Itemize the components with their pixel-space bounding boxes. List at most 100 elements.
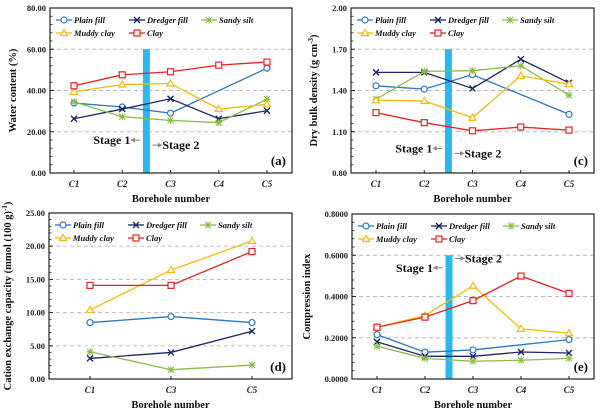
data-point xyxy=(517,356,525,364)
y-axis-label-superscript: -1 xyxy=(1,205,9,211)
data-point xyxy=(420,85,428,93)
stage2-label: Stage 2 xyxy=(464,146,501,160)
data-point xyxy=(517,123,525,131)
legend-marker xyxy=(60,16,68,24)
series-plain-fill xyxy=(373,331,573,356)
legend-marker xyxy=(506,16,514,24)
legend-label: Dredger fill xyxy=(448,221,490,231)
data-point xyxy=(565,349,573,357)
data-point xyxy=(248,327,256,335)
series-plain-fill xyxy=(372,71,573,118)
y-tick-label: 2.00 xyxy=(332,3,347,13)
legend-marker xyxy=(133,16,141,24)
data-point xyxy=(86,318,94,327)
data-point xyxy=(372,68,380,76)
arrow-left-icon xyxy=(432,265,443,271)
data-point xyxy=(263,58,271,66)
data-point xyxy=(421,354,429,362)
data-point xyxy=(373,342,381,350)
data-point xyxy=(118,113,126,121)
arrow-right-icon xyxy=(455,256,466,261)
y-axis-label-tail: ) xyxy=(309,34,320,38)
y-tick-label: 20.00 xyxy=(27,127,46,137)
legend-item: Muddy clay xyxy=(357,28,416,38)
data-point xyxy=(166,68,175,76)
data-point xyxy=(167,116,174,124)
panel-label: (a) xyxy=(271,153,286,168)
data-point xyxy=(468,281,478,289)
x-tick-label: C1 xyxy=(69,179,80,189)
chart-e: Stage 1 Stage 2 0.0000 0.2000 0.4000 0.6000 0.… xyxy=(302,209,595,411)
x-tick-label: C5 xyxy=(262,179,273,189)
legend-item: Dredger fill xyxy=(430,15,489,25)
data-point xyxy=(420,119,428,127)
legend-item: Clay xyxy=(129,28,163,38)
arrow-right-icon xyxy=(454,150,465,156)
data-point xyxy=(517,55,525,63)
data-point xyxy=(167,348,175,356)
data-point xyxy=(565,336,573,344)
legend-item: Sandy silt xyxy=(201,15,254,25)
series-muddy-clay xyxy=(69,78,272,113)
data-point xyxy=(517,62,525,70)
legend-label: Dredger fill xyxy=(145,220,187,230)
series-line xyxy=(73,67,268,114)
legend-marker xyxy=(132,221,140,229)
series-clay xyxy=(70,58,271,90)
legend-marker xyxy=(204,221,212,229)
data-point xyxy=(263,95,271,103)
data-point xyxy=(469,357,477,365)
x-axis-label: Borehole number xyxy=(132,194,211,205)
x-tick-label: C3 xyxy=(165,179,176,189)
data-point xyxy=(371,95,381,104)
legend-item: Clay xyxy=(128,233,162,243)
y-tick-label: 1.70 xyxy=(332,44,347,54)
x-tick-label: C3 xyxy=(166,385,177,395)
legend-marker xyxy=(362,222,370,230)
data-point xyxy=(86,348,94,356)
data-point xyxy=(373,323,381,331)
stage1-label: Stage 1 xyxy=(396,261,433,275)
data-point xyxy=(248,361,256,369)
series-line xyxy=(375,73,570,115)
x-tick-label: C5 xyxy=(564,179,575,189)
stage-divider-bar xyxy=(444,49,452,173)
x-tick-label: C4 xyxy=(516,385,527,395)
y-tick-label: 1.10 xyxy=(332,127,347,137)
series-line xyxy=(89,330,253,360)
data-point xyxy=(85,305,95,314)
data-point xyxy=(70,98,78,106)
y-tick-label: 0.0000 xyxy=(325,374,348,384)
data-point xyxy=(565,91,573,99)
legend-marker xyxy=(435,222,443,230)
legend-marker xyxy=(133,29,141,37)
series-muddy-clay xyxy=(372,281,574,337)
legend-label: Sandy silt xyxy=(218,220,253,230)
series-sandy-silt xyxy=(86,348,256,374)
data-point xyxy=(516,324,526,332)
data-point xyxy=(372,82,380,90)
data-point xyxy=(516,71,526,79)
series-sandy-silt xyxy=(372,62,573,103)
data-point xyxy=(469,67,476,75)
legend-marker xyxy=(434,16,442,24)
data-point xyxy=(517,348,525,356)
x-axis-label: Borehole number xyxy=(434,400,513,411)
x-tick-label: C4 xyxy=(213,179,224,189)
data-point xyxy=(469,346,477,354)
legend-marker xyxy=(361,234,371,243)
y-tick-label: 5.00 xyxy=(30,341,45,351)
x-tick-label: C1 xyxy=(372,385,383,395)
data-point xyxy=(564,79,574,88)
legend-label: Clay xyxy=(146,233,162,243)
legend-label: Dredger fill xyxy=(447,15,489,25)
data-point xyxy=(372,109,380,117)
data-point xyxy=(167,312,175,321)
x-tick-label: C2 xyxy=(117,179,128,189)
legend-label: Sandy silt xyxy=(520,15,555,25)
series-clay xyxy=(373,272,573,331)
stage-divider-bar xyxy=(142,49,150,173)
legend-label: Muddy clay xyxy=(375,234,417,244)
legend-label: Clay xyxy=(449,234,465,244)
